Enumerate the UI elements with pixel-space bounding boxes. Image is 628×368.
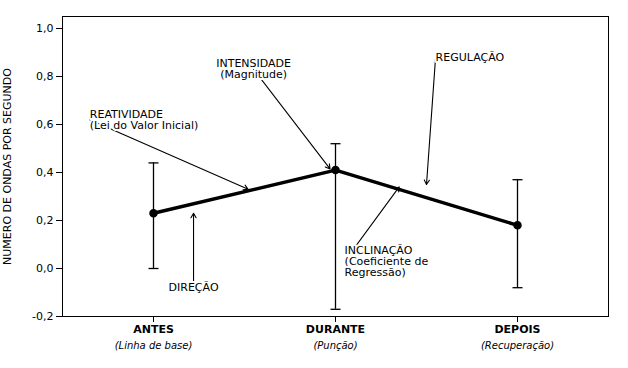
- svg-text:DIREÇÃO: DIREÇÃO: [169, 281, 219, 294]
- svg-text:(Linha de base): (Linha de base): [115, 340, 193, 351]
- svg-text:1,0: 1,0: [36, 22, 54, 35]
- svg-text:NUMERO DE ONDAS POR SEGUNDO: NUMERO DE ONDAS POR SEGUNDO: [1, 68, 14, 265]
- svg-text:0,6: 0,6: [36, 118, 54, 131]
- svg-text:0,4: 0,4: [36, 166, 54, 179]
- svg-text:INCLINAÇÃO(Coeficiente deRegre: INCLINAÇÃO(Coeficiente deRegressão): [345, 244, 429, 279]
- svg-text:ANTES: ANTES: [133, 323, 174, 336]
- svg-text:0,2: 0,2: [36, 214, 54, 227]
- svg-text:(Recuperação): (Recuperação): [481, 340, 554, 351]
- svg-text:INTENSIDADE(Magnitude): INTENSIDADE(Magnitude): [216, 57, 291, 81]
- svg-text:DURANTE: DURANTE: [306, 323, 365, 336]
- svg-text:-0,2: -0,2: [32, 310, 53, 323]
- svg-text:0,8: 0,8: [36, 70, 54, 83]
- svg-text:(Punção): (Punção): [313, 340, 357, 351]
- svg-text:REGULAÇÃO: REGULAÇÃO: [436, 51, 505, 64]
- svg-text:0,0: 0,0: [36, 262, 54, 275]
- svg-text:REATIVIDADE(Lei do Valor Inici: REATIVIDADE(Lei do Valor Inicial): [90, 108, 198, 132]
- svg-text:DEPOIS: DEPOIS: [494, 323, 540, 336]
